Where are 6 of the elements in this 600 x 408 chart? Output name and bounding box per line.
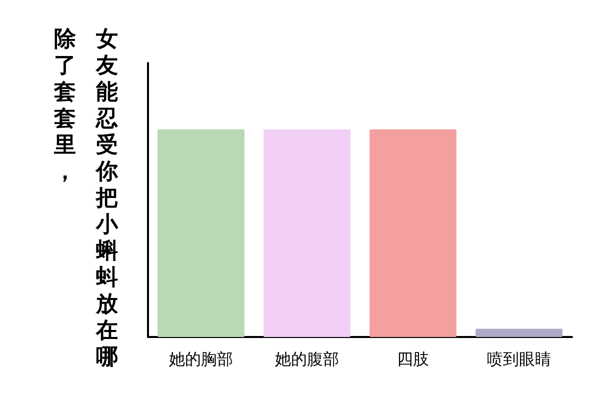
x-tick-label: 四肢 xyxy=(397,350,429,368)
chart-title: 除了套套里， xyxy=(53,26,77,184)
x-tick-label: 她的胸部 xyxy=(169,350,233,368)
x-tick-label: 喷到眼睛 xyxy=(487,350,551,368)
x-tick-label: 她的腹部 xyxy=(275,350,339,368)
text: 女友能忍受你把小蝌蚪放在哪 xyxy=(96,26,118,370)
